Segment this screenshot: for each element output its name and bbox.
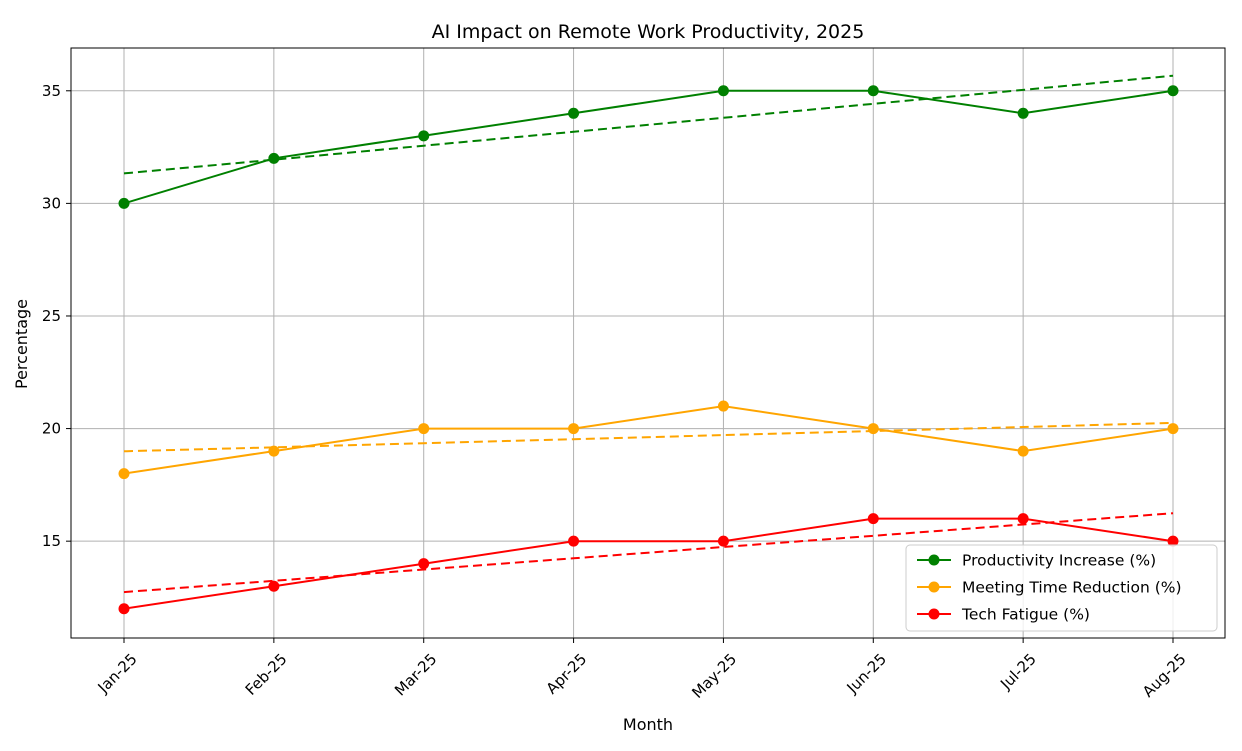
data-point [1017,513,1029,525]
data-point [118,468,130,480]
data-point [568,107,580,119]
data-point [268,580,280,592]
series-line [123,517,1174,610]
series-group [118,513,1179,615]
y-tick-label: 35 [42,82,61,100]
data-point [1017,107,1029,119]
trend-line [123,512,1174,594]
data-point [1017,445,1029,457]
data-point [867,513,879,525]
legend-box [905,544,1218,632]
y-tick-label: 15 [42,532,61,550]
data-point [1167,535,1179,547]
data-point [418,423,430,435]
legend-label: Productivity Increase (%) [962,552,1156,570]
data-point [717,85,729,97]
data-point [1167,423,1179,435]
data-point [118,603,130,615]
trend-line [123,74,1174,175]
series-line [123,89,1174,205]
legend-marker [928,581,940,593]
y-tick-label: 25 [42,307,61,325]
legend-label: Tech Fatigue (%) [961,606,1090,624]
data-point [717,535,729,547]
x-axis-label: Month [623,715,673,734]
y-tick-label: 30 [42,194,61,212]
data-point [867,85,879,97]
y-axis-label: Percentage [12,299,31,389]
series-line [123,405,1174,475]
data-point [568,423,580,435]
series-group [118,85,1179,209]
series-group [118,400,1179,480]
data-point [268,445,280,457]
data-series [118,85,1179,615]
data-point [1167,85,1179,97]
legend-marker [928,608,940,620]
data-point [568,535,580,547]
legend-label: Meeting Time Reduction (%) [962,579,1182,597]
plot-area-frame [70,47,1226,639]
chart-title: AI Impact on Remote Work Productivity, 2… [432,21,865,43]
data-point [717,400,729,412]
y-tick-label: 20 [42,420,61,438]
legend-marker [928,554,940,566]
data-point [268,152,280,164]
data-point [867,423,879,435]
data-point [418,558,430,570]
data-point [418,130,430,142]
data-point [118,197,130,209]
legend: Productivity Increase (%) Meeting Time Re… [905,544,1218,632]
